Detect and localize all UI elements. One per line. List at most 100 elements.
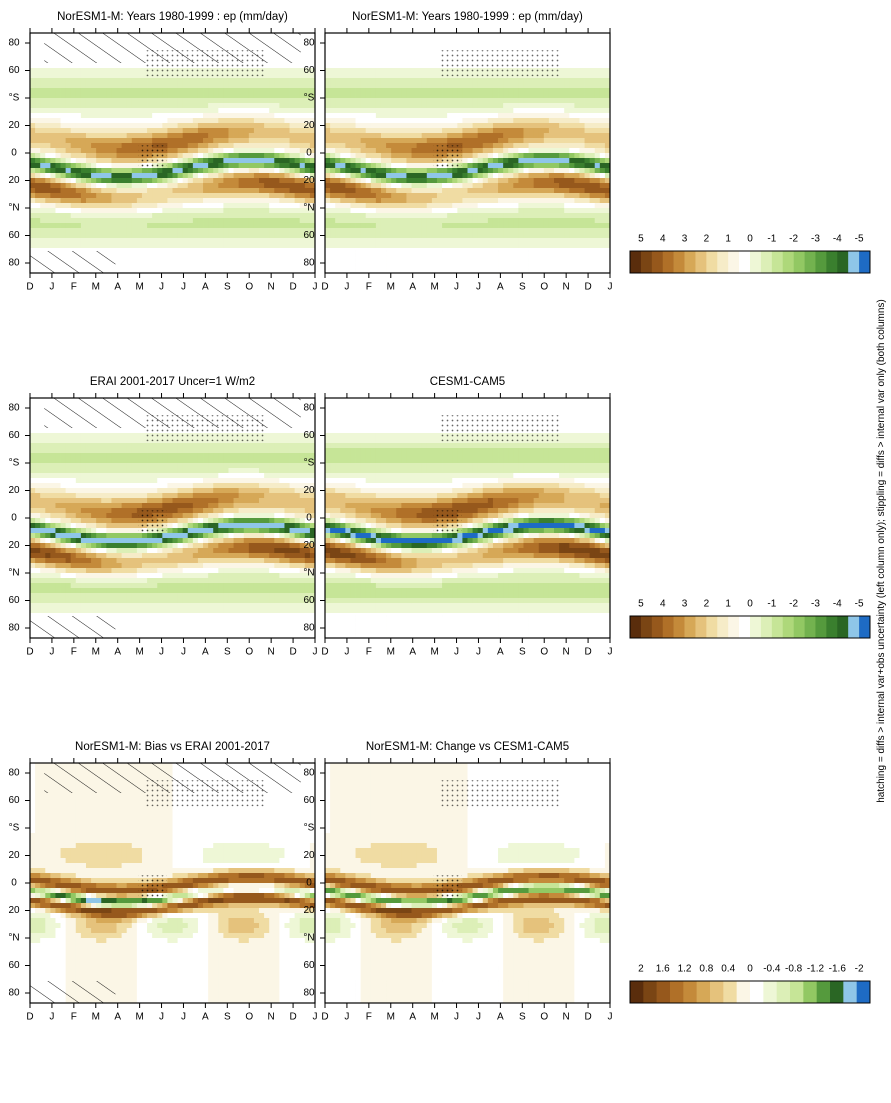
heatmap-cell — [101, 167, 107, 173]
heatmap-cell — [147, 192, 153, 198]
heatmap-cell — [365, 77, 372, 83]
heatmap-cell — [111, 192, 117, 198]
heatmap-cell — [274, 62, 280, 68]
heatmap-cell — [380, 87, 387, 93]
heatmap-cell — [65, 157, 72, 163]
heatmap-cell — [187, 267, 194, 273]
heatmap-cell — [365, 247, 372, 253]
heatmap-cell — [416, 227, 423, 233]
heatmap-cell — [218, 222, 224, 228]
heatmap-cell — [80, 157, 87, 163]
heatmap-cell — [416, 177, 423, 183]
heatmap-cell — [172, 182, 178, 188]
heatmap-cell — [55, 232, 61, 238]
heatmap-cell — [223, 82, 229, 88]
heatmap-cell — [213, 92, 219, 98]
heatmap-cell — [182, 142, 189, 148]
heatmap-cell — [391, 82, 397, 88]
heatmap-cell — [126, 212, 133, 218]
heatmap-cell — [380, 262, 387, 268]
heatmap-cell — [309, 102, 316, 108]
heatmap-cell — [325, 242, 331, 248]
heatmap-cell — [574, 242, 580, 248]
heatmap-cell — [401, 92, 407, 98]
heatmap-cell — [106, 92, 112, 98]
heatmap-cell — [136, 192, 143, 198]
heatmap-cell — [60, 147, 67, 153]
heatmap-cell — [406, 227, 412, 233]
heatmap-cell — [436, 97, 443, 103]
heatmap-cell — [518, 217, 524, 223]
heatmap-cell — [406, 142, 412, 148]
heatmap-cell — [375, 147, 382, 153]
heatmap-cell — [538, 262, 545, 268]
heatmap-cell — [599, 127, 606, 133]
heatmap-cell — [528, 192, 535, 198]
heatmap-cell — [548, 212, 555, 218]
heatmap-cell — [192, 207, 199, 213]
heatmap-cell — [492, 132, 499, 138]
heatmap-cell — [380, 247, 387, 253]
heatmap-cell — [431, 232, 438, 238]
heatmap-cell — [594, 127, 601, 133]
heatmap-cell — [569, 77, 575, 83]
heatmap-cell — [259, 117, 265, 123]
heatmap-cell — [75, 232, 82, 238]
heatmap-cell — [253, 202, 260, 208]
heatmap-cell — [421, 187, 428, 193]
heatmap-cell — [416, 97, 423, 103]
heatmap-cell — [309, 87, 316, 93]
heatmap-cell — [594, 232, 601, 238]
heatmap-cell — [172, 177, 178, 183]
heatmap-cell — [467, 167, 473, 173]
heatmap-cell — [203, 152, 209, 158]
heatmap-cell — [91, 107, 97, 113]
heatmap-cell — [243, 177, 250, 183]
heatmap-cell — [248, 217, 255, 223]
heatmap-cell — [75, 192, 82, 198]
heatmap-cell — [294, 132, 301, 138]
heatmap-cell — [309, 127, 316, 133]
heatmap-cell — [462, 237, 468, 243]
heatmap-cell — [243, 87, 250, 93]
heatmap-cell — [116, 207, 123, 213]
heatmap-cell — [335, 207, 341, 213]
heatmap-cell — [136, 232, 143, 238]
heatmap-cell — [269, 122, 275, 128]
heatmap-cell — [569, 117, 575, 123]
heatmap-cell — [503, 237, 509, 243]
heatmap-cell — [467, 82, 473, 88]
heatmap-cell — [599, 212, 606, 218]
heatmap-cell — [192, 82, 199, 88]
heatmap-cell — [264, 152, 270, 158]
heatmap-cell — [487, 222, 494, 228]
heatmap-cell — [60, 162, 67, 168]
heatmap-cell — [248, 222, 255, 228]
heatmap-cell — [91, 232, 97, 238]
heatmap-cell — [248, 107, 255, 113]
heatmap-cell — [182, 252, 189, 258]
heatmap-cell — [208, 142, 214, 148]
heatmap-cell — [370, 87, 377, 93]
heatmap-cell — [182, 117, 189, 123]
latitude-tick-label: 80 — [8, 258, 20, 269]
heatmap-cell — [30, 137, 36, 143]
heatmap-cell — [355, 122, 362, 128]
heatmap-cell — [492, 162, 499, 168]
heatmap-cell — [472, 122, 479, 128]
heatmap-cell — [309, 157, 316, 163]
heatmap-cell — [309, 152, 316, 158]
heatmap-cell — [203, 162, 209, 168]
heatmap-cell — [106, 167, 112, 173]
heatmap-cell — [457, 77, 463, 83]
heatmap-cell — [85, 217, 92, 223]
heatmap-cell — [45, 107, 51, 113]
heatmap-cell — [70, 122, 77, 128]
heatmap-cell — [564, 187, 570, 193]
heatmap-cell — [50, 177, 56, 183]
heatmap-cell — [187, 172, 194, 178]
heatmap-cell — [213, 132, 219, 138]
heatmap-cell — [152, 117, 158, 123]
heatmap-cell — [243, 127, 250, 133]
heatmap-cell — [411, 77, 418, 83]
